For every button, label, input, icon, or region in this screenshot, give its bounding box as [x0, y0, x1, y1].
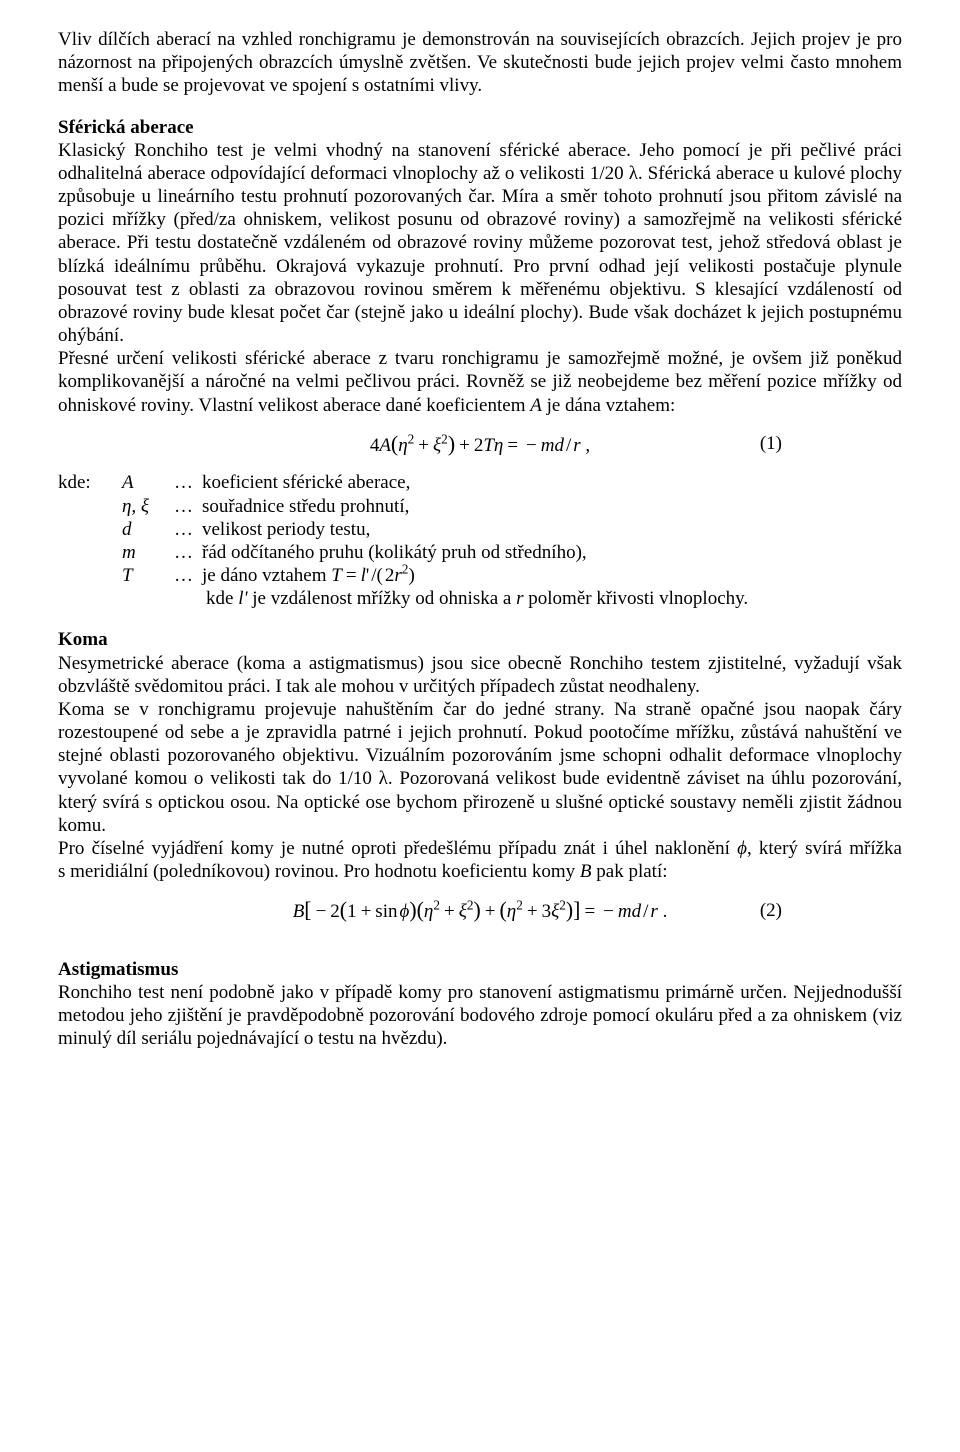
equation-2-row: B[−2(1+sinϕ)(η2+ξ2)+(η2+3ξ2)]=−md/r . (2… — [58, 897, 902, 924]
def-dots: … — [174, 495, 202, 518]
def-sym: d — [122, 518, 174, 541]
astig-paragraph-1: Ronchiho test není podobně jako v případ… — [58, 981, 902, 1051]
symbol-B: B — [580, 861, 592, 882]
coma-heading: Koma — [58, 628, 902, 651]
def-dots: … — [174, 541, 202, 564]
def-row: η, ξ … souřadnice středu prohnutí, — [58, 495, 587, 518]
equation-1-row: 4A(η2+ξ2)+2Tη=−md/r , (1) — [58, 431, 902, 458]
def-sym: T — [122, 564, 174, 587]
definitions-table: kde: A … koeficient sférické aberace, η,… — [58, 471, 587, 587]
def-desc: koeficient sférické aberace, — [202, 471, 587, 494]
def-T-text: je dáno vztahem — [202, 565, 331, 586]
spherical-p2-text-b: je dána vztahem: — [542, 395, 675, 416]
astig-heading: Astigmatismus — [58, 958, 902, 981]
def-dots: … — [174, 471, 202, 494]
coma-paragraph-1: Nesymetrické aberace (koma a astigmatism… — [58, 652, 902, 698]
def-row: kde: A … koeficient sférické aberace, — [58, 471, 587, 494]
def-note-a: kde — [206, 588, 238, 609]
def-note-b: je vzdálenost mřížky od ohniska a — [248, 588, 517, 609]
def-dots: … — [174, 564, 202, 587]
symbol-r: r — [516, 588, 523, 609]
def-note: kde l' je vzdálenost mřížky od ohniska a… — [58, 587, 902, 610]
symbol-l-prime: l' — [238, 588, 247, 609]
def-desc: souřadnice středu prohnutí, — [202, 495, 587, 518]
def-note-c: poloměr křivosti vlnoplochy. — [524, 588, 749, 609]
def-desc: řád odčítaného pruhu (kolikátý pruh od s… — [202, 541, 587, 564]
symbol-A: A — [530, 395, 542, 416]
def-sym: m — [122, 541, 174, 564]
def-sym: A — [122, 471, 174, 494]
def-desc: je dáno vztahem T=l'/(2r2) — [202, 564, 587, 587]
symbol-phi: ϕ — [737, 838, 747, 859]
definitions-block: kde: A … koeficient sférické aberace, η,… — [58, 471, 902, 610]
spherical-heading: Sférická aberace — [58, 116, 902, 139]
def-sym: η, ξ — [122, 495, 174, 518]
def-kde: kde: — [58, 471, 122, 494]
coma-p3-a: Pro číselné vyjádření komy je nutné opro… — [58, 838, 737, 859]
equation-T: T=l'/(2r2) — [331, 565, 415, 586]
coma-p3-c: pak platí: — [592, 861, 668, 882]
spherical-paragraph-2: Přesné určení velikosti sférické aberace… — [58, 347, 902, 417]
coma-paragraph-2: Koma se v ronchigramu projevuje nahuštěn… — [58, 698, 902, 837]
def-dots: … — [174, 518, 202, 541]
spherical-paragraph-1: Klasický Ronchiho test je velmi vhodný n… — [58, 139, 902, 348]
equation-2-number: (2) — [760, 899, 782, 922]
spherical-p2-text-a: Přesné určení velikosti sférické aberace… — [58, 348, 902, 415]
equation-2: B[−2(1+sinϕ)(η2+ξ2)+(η2+3ξ2)]=−md/r . — [293, 897, 668, 924]
equation-1-number: (1) — [760, 432, 782, 455]
def-row: d … velikost periody testu, — [58, 518, 587, 541]
def-desc: velikost periody testu, — [202, 518, 587, 541]
coma-paragraph-3: Pro číselné vyjádření komy je nutné opro… — [58, 837, 902, 883]
intro-paragraph: Vliv dílčích aberací na vzhled ronchigra… — [58, 28, 902, 98]
def-row: T … je dáno vztahem T=l'/(2r2) — [58, 564, 587, 587]
def-row: m … řád odčítaného pruhu (kolikátý pruh … — [58, 541, 587, 564]
equation-1: 4A(η2+ξ2)+2Tη=−md/r , — [370, 431, 590, 458]
